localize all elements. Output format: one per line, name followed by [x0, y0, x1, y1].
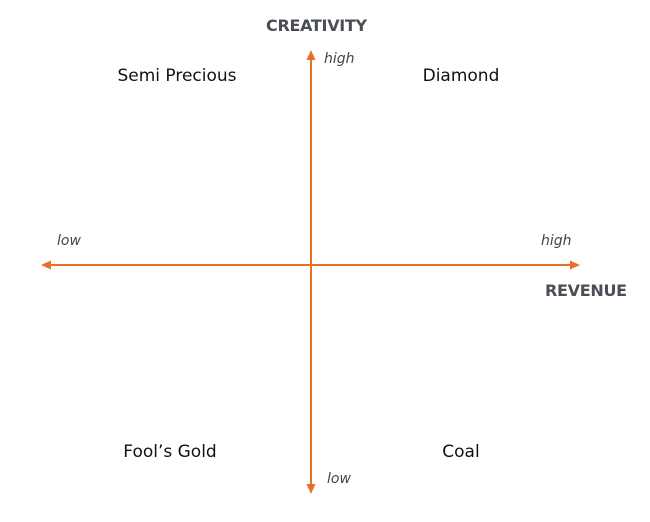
quadrant-label-top-right: Diamond [422, 66, 500, 86]
vertical-axis-low-label: low [327, 471, 351, 487]
horizontal-axis-right-arrowhead [570, 260, 580, 270]
horizontal-axis-high-label: high [541, 233, 572, 249]
vertical-axis-title: CREATIVITY [266, 16, 367, 35]
quadrant-label-bottom-left: Fool’s Gold [123, 442, 217, 462]
vertical-axis-bottom-arrowhead [306, 484, 316, 494]
quadrant-label-bottom-right: Coal [442, 442, 480, 462]
vertical-axis-top-arrowhead [306, 50, 316, 60]
quadrant-label-top-left: Semi Precious [117, 66, 237, 86]
vertical-axis-high-label: high [324, 51, 355, 67]
horizontal-axis-low-label: low [57, 233, 81, 249]
horizontal-axis-left-arrowhead [41, 260, 51, 270]
horizontal-axis-title: REVENUE [545, 281, 627, 300]
